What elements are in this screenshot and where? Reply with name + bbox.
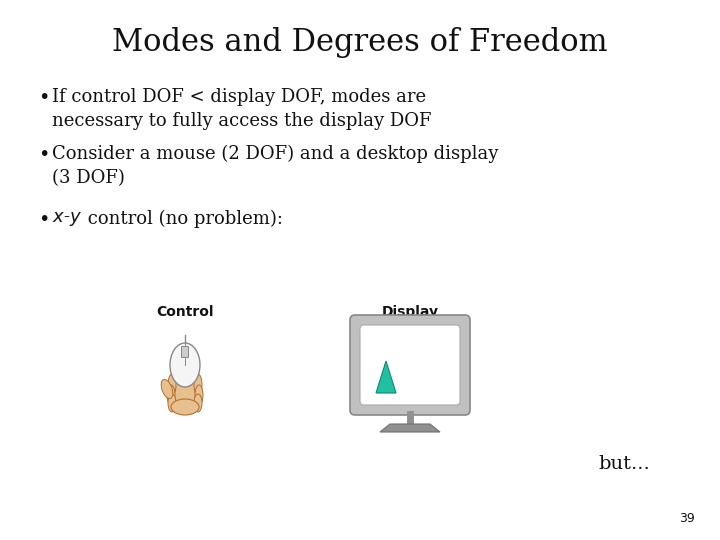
Text: control (no problem):: control (no problem): (82, 210, 283, 228)
Ellipse shape (194, 374, 202, 396)
FancyBboxPatch shape (181, 347, 189, 357)
Text: Modes and Degrees of Freedom: Modes and Degrees of Freedom (112, 26, 608, 57)
Ellipse shape (168, 380, 202, 406)
Text: •: • (38, 145, 50, 164)
Ellipse shape (167, 385, 175, 405)
Ellipse shape (161, 380, 173, 399)
Text: Display: Display (382, 305, 438, 319)
FancyBboxPatch shape (360, 325, 460, 405)
Ellipse shape (168, 394, 176, 412)
Ellipse shape (171, 399, 199, 415)
FancyBboxPatch shape (350, 315, 470, 415)
Text: •: • (38, 88, 50, 107)
Ellipse shape (170, 343, 200, 387)
Text: 39: 39 (679, 512, 695, 525)
Text: Consider a mouse (2 DOF) and a desktop display
(3 DOF): Consider a mouse (2 DOF) and a desktop d… (52, 145, 498, 187)
Text: but...: but... (598, 455, 650, 473)
Ellipse shape (194, 394, 202, 412)
Text: •: • (38, 210, 50, 229)
Text: If control DOF < display DOF, modes are
necessary to fully access the display DO: If control DOF < display DOF, modes are … (52, 88, 431, 130)
Polygon shape (376, 361, 396, 393)
Ellipse shape (195, 385, 203, 405)
Ellipse shape (168, 374, 176, 396)
Text: $x$-$y$: $x$-$y$ (52, 210, 82, 228)
Text: Control: Control (156, 305, 214, 319)
Polygon shape (380, 424, 440, 432)
